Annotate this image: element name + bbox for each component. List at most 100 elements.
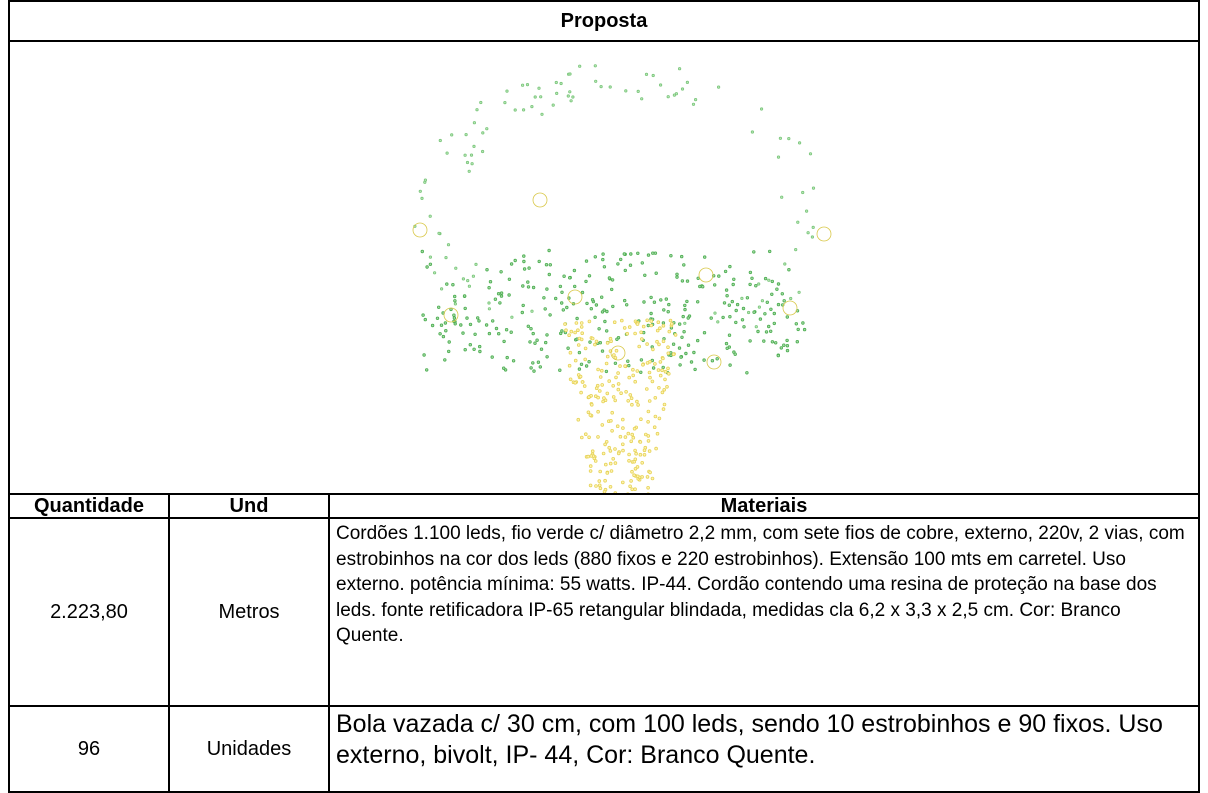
decoration [669, 319, 672, 322]
decoration [678, 323, 681, 326]
decoration [694, 368, 697, 371]
decoration [651, 477, 654, 480]
decoration [598, 328, 601, 331]
decoration [643, 301, 646, 304]
decoration [667, 352, 670, 355]
decoration [588, 275, 591, 278]
decoration [622, 449, 625, 452]
decoration [469, 343, 472, 346]
decoration [802, 191, 804, 193]
decoration [423, 354, 426, 357]
column-header: Materiais [329, 494, 1199, 518]
decoration [621, 481, 624, 484]
decoration [448, 341, 451, 344]
decoration [538, 260, 541, 263]
decoration [758, 306, 760, 308]
decoration [529, 341, 532, 344]
decoration [564, 323, 567, 326]
decoration [588, 396, 591, 399]
decoration [620, 392, 623, 395]
decoration [624, 365, 627, 368]
unit: Metros [169, 518, 329, 706]
tree-illustration [10, 42, 1198, 493]
decoration [769, 330, 772, 333]
decoration [605, 330, 608, 333]
decoration [609, 485, 612, 488]
decoration [419, 190, 421, 192]
decoration [646, 319, 649, 322]
decoration [714, 312, 716, 314]
decoration [640, 371, 643, 374]
decoration [563, 275, 566, 278]
decoration [532, 286, 535, 289]
decoration [611, 346, 625, 360]
decoration [605, 370, 608, 373]
decoration [433, 272, 435, 274]
decoration [606, 342, 609, 345]
decoration [591, 450, 594, 453]
decoration [578, 351, 581, 354]
decoration [646, 362, 649, 365]
decoration [611, 411, 614, 414]
decoration [681, 88, 683, 90]
material: Bola vazada c/ 30 cm, com 100 leds, send… [329, 706, 1199, 792]
decoration [724, 270, 727, 273]
decoration [729, 364, 732, 367]
decoration [580, 322, 583, 325]
decoration [447, 244, 449, 246]
decoration [468, 170, 470, 172]
decoration [725, 289, 728, 292]
decoration [718, 275, 721, 278]
decoration [783, 301, 797, 315]
decoration [613, 321, 616, 324]
decoration [623, 327, 626, 330]
decoration [559, 285, 562, 288]
decoration [429, 263, 432, 266]
decoration [581, 332, 584, 335]
decoration [728, 334, 731, 337]
decoration [631, 470, 634, 473]
decoration [641, 98, 643, 100]
decoration [464, 348, 467, 351]
decoration [476, 109, 478, 111]
decoration [786, 339, 789, 342]
decoration [611, 279, 614, 282]
decoration [508, 278, 511, 281]
decoration [626, 332, 629, 335]
decoration [523, 255, 526, 258]
decoration [621, 418, 624, 421]
decoration [598, 390, 601, 393]
decoration [734, 353, 737, 356]
decoration [636, 400, 639, 403]
decoration [636, 370, 639, 373]
decoration [746, 372, 749, 375]
decoration [619, 435, 622, 438]
decoration [539, 366, 542, 369]
decoration [455, 267, 457, 269]
decoration [589, 465, 592, 468]
decoration [771, 280, 774, 283]
decoration [601, 384, 604, 387]
decoration [565, 329, 568, 332]
decoration [803, 328, 806, 331]
decoration [570, 100, 572, 102]
decoration [579, 65, 581, 67]
decoration [741, 297, 743, 299]
decoration [476, 317, 479, 320]
decoration [729, 265, 732, 268]
decoration [424, 179, 426, 181]
decoration [594, 65, 596, 67]
decoration [758, 283, 760, 285]
decoration [667, 367, 670, 370]
decoration [686, 280, 689, 283]
decoration [475, 263, 477, 265]
decoration [581, 381, 584, 384]
decoration [472, 275, 474, 277]
decoration [627, 432, 630, 435]
decoration [454, 300, 457, 303]
decoration [809, 153, 811, 155]
decoration [783, 344, 786, 347]
decoration [759, 318, 762, 321]
decoration [453, 295, 456, 298]
